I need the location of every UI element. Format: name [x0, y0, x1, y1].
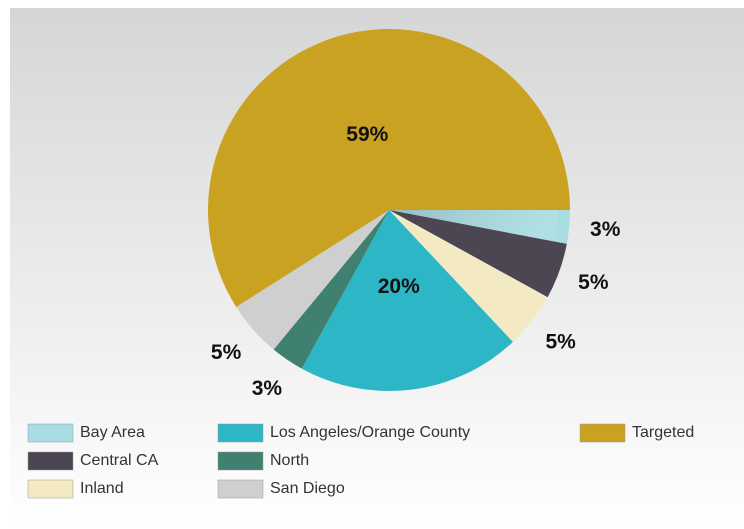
value-label: 3% [252, 377, 283, 400]
legend-label: North [270, 452, 309, 469]
pie-slice [389, 210, 567, 298]
legend-label: Targeted [632, 424, 694, 441]
legend-swatch [27, 423, 74, 443]
legend-label: San Diego [270, 480, 345, 497]
legend-swatch [217, 479, 264, 499]
value-label: 3% [590, 218, 621, 241]
legend-swatch [217, 451, 264, 471]
legend-swatch [27, 451, 74, 471]
value-label: 5% [578, 271, 609, 294]
legend-label: Bay Area [80, 424, 145, 441]
value-label: 59% [346, 123, 388, 146]
pie-slice [273, 210, 389, 369]
pie-slice [236, 210, 389, 350]
value-label: 5% [211, 341, 242, 364]
legend-label: Los Angeles/Orange County [270, 424, 470, 441]
value-label: 20% [378, 275, 420, 298]
legend-swatch [217, 423, 264, 443]
legend-label: Inland [80, 480, 124, 497]
pie-slice [389, 210, 548, 342]
pie-slice [301, 210, 513, 392]
legend-label: Central CA [80, 452, 159, 469]
value-label: 5% [545, 331, 576, 354]
legend-swatch [27, 479, 74, 499]
legend-swatch [579, 423, 626, 443]
pie-slice [207, 29, 570, 307]
